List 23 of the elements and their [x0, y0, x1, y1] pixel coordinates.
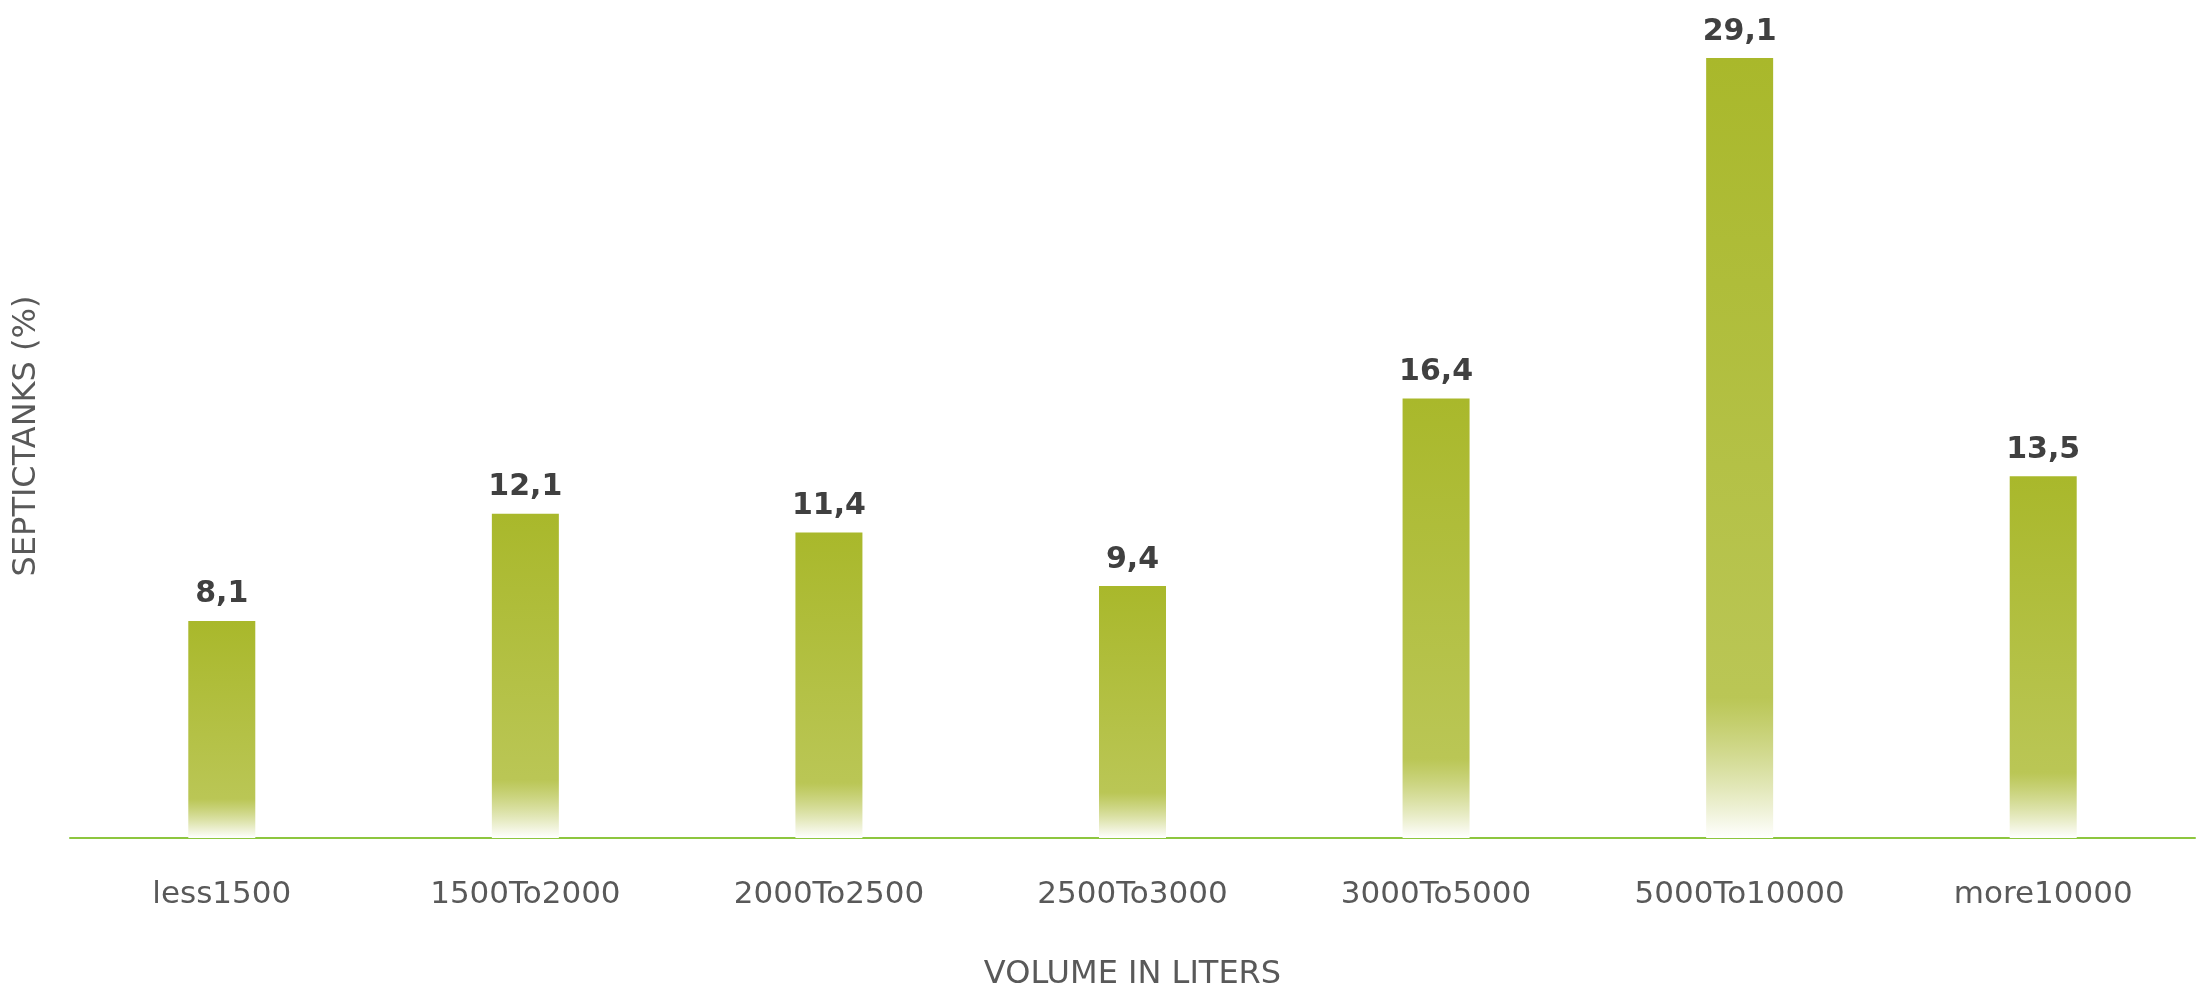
y-axis-title: SEPTICTANKS (%)	[5, 295, 43, 577]
bar	[1402, 398, 1470, 838]
data-label: 11,4	[791, 485, 866, 521]
data-label: 9,4	[1105, 539, 1160, 575]
data-label: 12,1	[488, 467, 563, 503]
bar	[491, 513, 559, 838]
bar	[1706, 58, 1774, 838]
x-tick-label: more10000	[1953, 873, 2133, 910]
x-tick-label: less1500	[152, 873, 292, 910]
bar	[1099, 586, 1166, 838]
bar	[2009, 476, 2077, 838]
data-label: 16,4	[1399, 351, 1474, 387]
bar	[795, 532, 863, 838]
data-label: 29,1	[1702, 11, 1777, 47]
x-axis-title: VOLUME IN LITERS	[983, 953, 1282, 991]
data-label: 8,1	[195, 574, 249, 610]
x-tick-label: 1500To2000	[430, 873, 621, 910]
bar	[188, 620, 256, 838]
x-tick-label: 2000To2500	[733, 873, 925, 910]
x-tick-label: 5000To10000	[1634, 873, 1845, 910]
x-tick-label: 2500To3000	[1037, 873, 1228, 910]
data-label: 13,5	[2006, 429, 2081, 465]
x-tick-label: 3000To5000	[1340, 873, 1532, 910]
